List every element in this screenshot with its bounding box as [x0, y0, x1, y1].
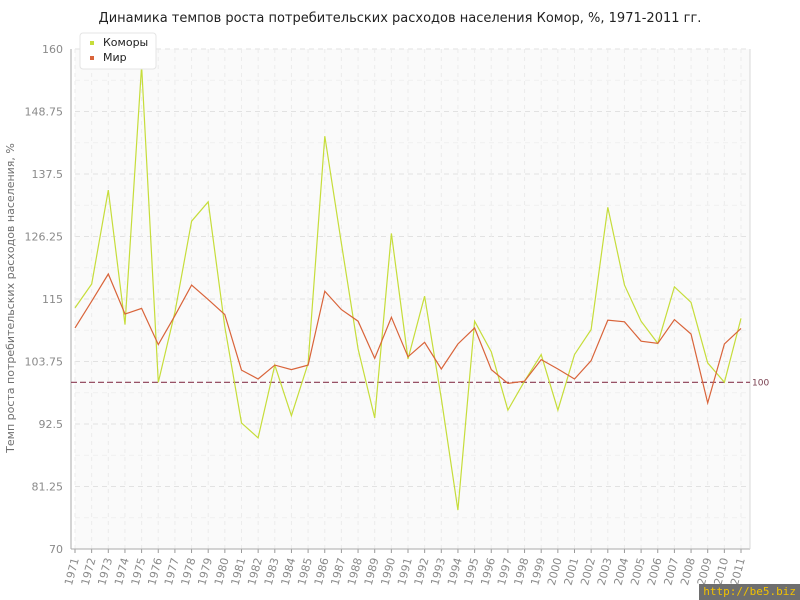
y-tick-label: 148.75	[25, 106, 64, 119]
y-tick-label: 137.5	[32, 168, 64, 181]
y-tick-label: 103.75	[25, 356, 64, 369]
plot-area: 70 81.25 92.5 103.75 115 126.25 137.5 148.75 160…	[25, 43, 770, 587]
reference-line-label: 100	[752, 378, 769, 388]
y-tick-label: 81.25	[32, 481, 64, 494]
series-line-1	[74, 65, 742, 511]
series-line-2	[74, 272, 742, 406]
y-tick-label: 70	[49, 543, 63, 556]
legend-box	[79, 32, 157, 70]
watermark: http://be5.biz	[699, 584, 800, 600]
chart-title: Динамика темпов роста потребительских ра…	[99, 11, 702, 26]
legend-entry: Мир	[103, 51, 127, 64]
x-tick-label: 2011	[728, 556, 748, 586]
legend: Коморы Мир	[79, 32, 157, 70]
y-tick-label: 115	[42, 293, 63, 306]
legend-entry: Коморы	[103, 36, 148, 49]
y-tick-label: 126.25	[25, 231, 64, 244]
y-tick-label: 92.5	[39, 418, 64, 431]
y-tick-label: 160	[42, 43, 63, 56]
y-axis-label: Темп роста потребительских расходов насе…	[4, 143, 17, 454]
legend-marker	[90, 56, 94, 60]
legend-marker	[90, 41, 94, 45]
